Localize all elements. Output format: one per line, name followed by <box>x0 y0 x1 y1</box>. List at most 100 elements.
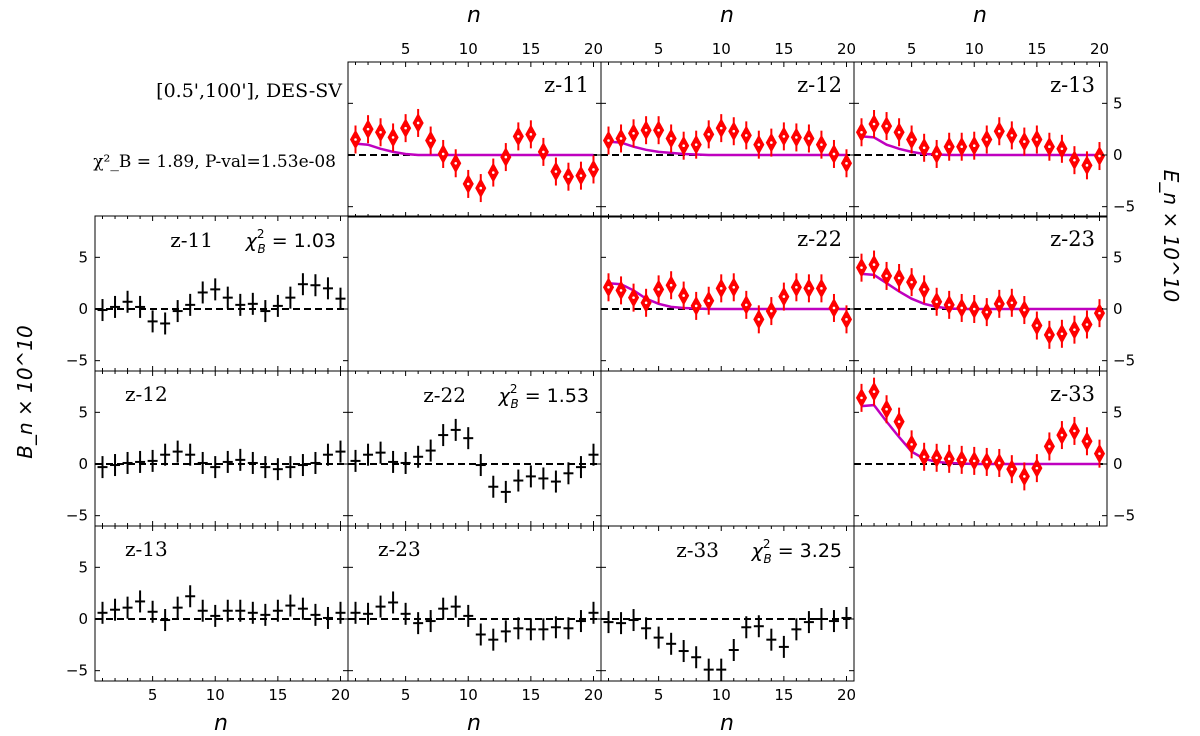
data-point <box>803 274 815 303</box>
marker-highlight <box>807 137 811 140</box>
data-point <box>297 454 308 477</box>
data-point <box>1018 462 1030 491</box>
data-point <box>715 274 727 303</box>
data-point <box>235 293 246 316</box>
data-point <box>931 443 943 472</box>
data-point <box>349 125 362 154</box>
marker-highlight <box>619 137 623 140</box>
data-point <box>260 603 271 626</box>
x-tick-label: 10 <box>965 40 984 58</box>
global-chi-text: χ²_B = 1.89, P-val=1.53e-08 <box>93 152 336 172</box>
data-point <box>840 305 853 334</box>
panel-B-z23: 5 10 15 20 z-23 <box>347 525 603 704</box>
data-point <box>791 618 802 641</box>
data-point <box>1056 134 1068 163</box>
panel-E-z11: 5 10 15 20 z-11 <box>347 40 603 218</box>
marker-highlight <box>960 458 964 462</box>
panel-E-z23: −5 0 5 z-23 <box>853 215 1135 372</box>
data-point <box>400 451 411 474</box>
data-point <box>110 454 121 477</box>
top-x-axis-label-3: n <box>973 3 987 28</box>
marker-highlight <box>922 288 926 291</box>
marker-highlight <box>607 139 610 142</box>
marker-highlight <box>972 144 976 147</box>
marker-highlight <box>885 274 888 278</box>
data-point <box>981 447 993 476</box>
panel-label: z-23 <box>378 537 421 561</box>
data-point <box>906 430 918 459</box>
marker-highlight <box>1035 324 1039 327</box>
panel-label: z-11 <box>170 228 213 252</box>
marker-highlight <box>860 266 863 269</box>
marker-highlight <box>657 288 660 291</box>
top-x-axis-label-2: n <box>720 3 734 28</box>
marker-highlight <box>1073 158 1076 162</box>
marker-highlight <box>542 150 545 154</box>
data-point <box>981 125 993 154</box>
y-tick-label: 0 <box>1113 455 1123 473</box>
data-point <box>641 617 652 640</box>
data-point <box>653 116 665 145</box>
data-point <box>450 418 461 441</box>
data-point <box>893 118 905 147</box>
panel-label: z-11 <box>544 73 589 97</box>
data-point <box>525 120 537 149</box>
x-tick-label: 15 <box>1027 40 1046 58</box>
data-point <box>815 130 828 159</box>
data-point <box>122 596 133 619</box>
data-point <box>855 253 868 282</box>
data-point <box>550 470 561 493</box>
y-tick-label: −5 <box>66 352 88 370</box>
data-point <box>918 442 930 471</box>
data-point <box>855 118 868 147</box>
marker-highlight <box>644 128 648 132</box>
data-point <box>450 149 462 178</box>
model-curve <box>861 403 1100 466</box>
data-point <box>828 139 840 168</box>
marker-highlight <box>579 174 583 177</box>
model-curve <box>608 140 847 157</box>
y-tick-label: 5 <box>78 403 88 421</box>
data-point <box>550 157 562 186</box>
marker-highlight <box>782 135 786 138</box>
data-point <box>840 149 853 178</box>
data-point <box>816 608 827 630</box>
marker-highlight <box>897 420 901 423</box>
data-point <box>122 290 133 313</box>
marker-highlight <box>860 396 863 400</box>
marker-highlight <box>935 456 938 460</box>
marker-highlight <box>1098 154 1101 158</box>
data-point <box>828 293 840 322</box>
marker-highlight <box>832 152 836 156</box>
data-point <box>1043 132 1055 161</box>
data-point <box>425 439 436 462</box>
data-point <box>956 445 968 474</box>
data-point <box>335 601 346 624</box>
data-point <box>841 606 852 629</box>
data-point <box>968 131 980 160</box>
data-point <box>1031 125 1043 154</box>
data-point <box>628 609 639 632</box>
marker-highlight <box>529 133 533 136</box>
marker-highlight <box>744 303 748 307</box>
marker-highlight <box>1035 138 1039 141</box>
data-point <box>110 598 121 621</box>
data-point <box>185 585 196 608</box>
y-tick-label: −5 <box>1113 198 1135 216</box>
panel-label: z-12 <box>125 382 168 406</box>
data-point <box>880 261 893 290</box>
data-point <box>715 114 727 143</box>
data-point <box>388 591 399 614</box>
data-point <box>1043 320 1055 349</box>
data-point <box>703 658 714 681</box>
x-tick-label: 5 <box>654 686 664 704</box>
data-point <box>425 126 437 155</box>
data-point <box>438 597 449 620</box>
marker-highlight <box>1048 333 1051 337</box>
data-point <box>855 383 868 412</box>
panel-B-z33: 5 10 15 20 χ2 B = 3.25 z-33 <box>600 525 856 704</box>
data-point <box>97 601 108 624</box>
x-tick-label: 20 <box>837 40 856 58</box>
data-point <box>537 137 549 166</box>
marker-highlight <box>1010 134 1014 137</box>
